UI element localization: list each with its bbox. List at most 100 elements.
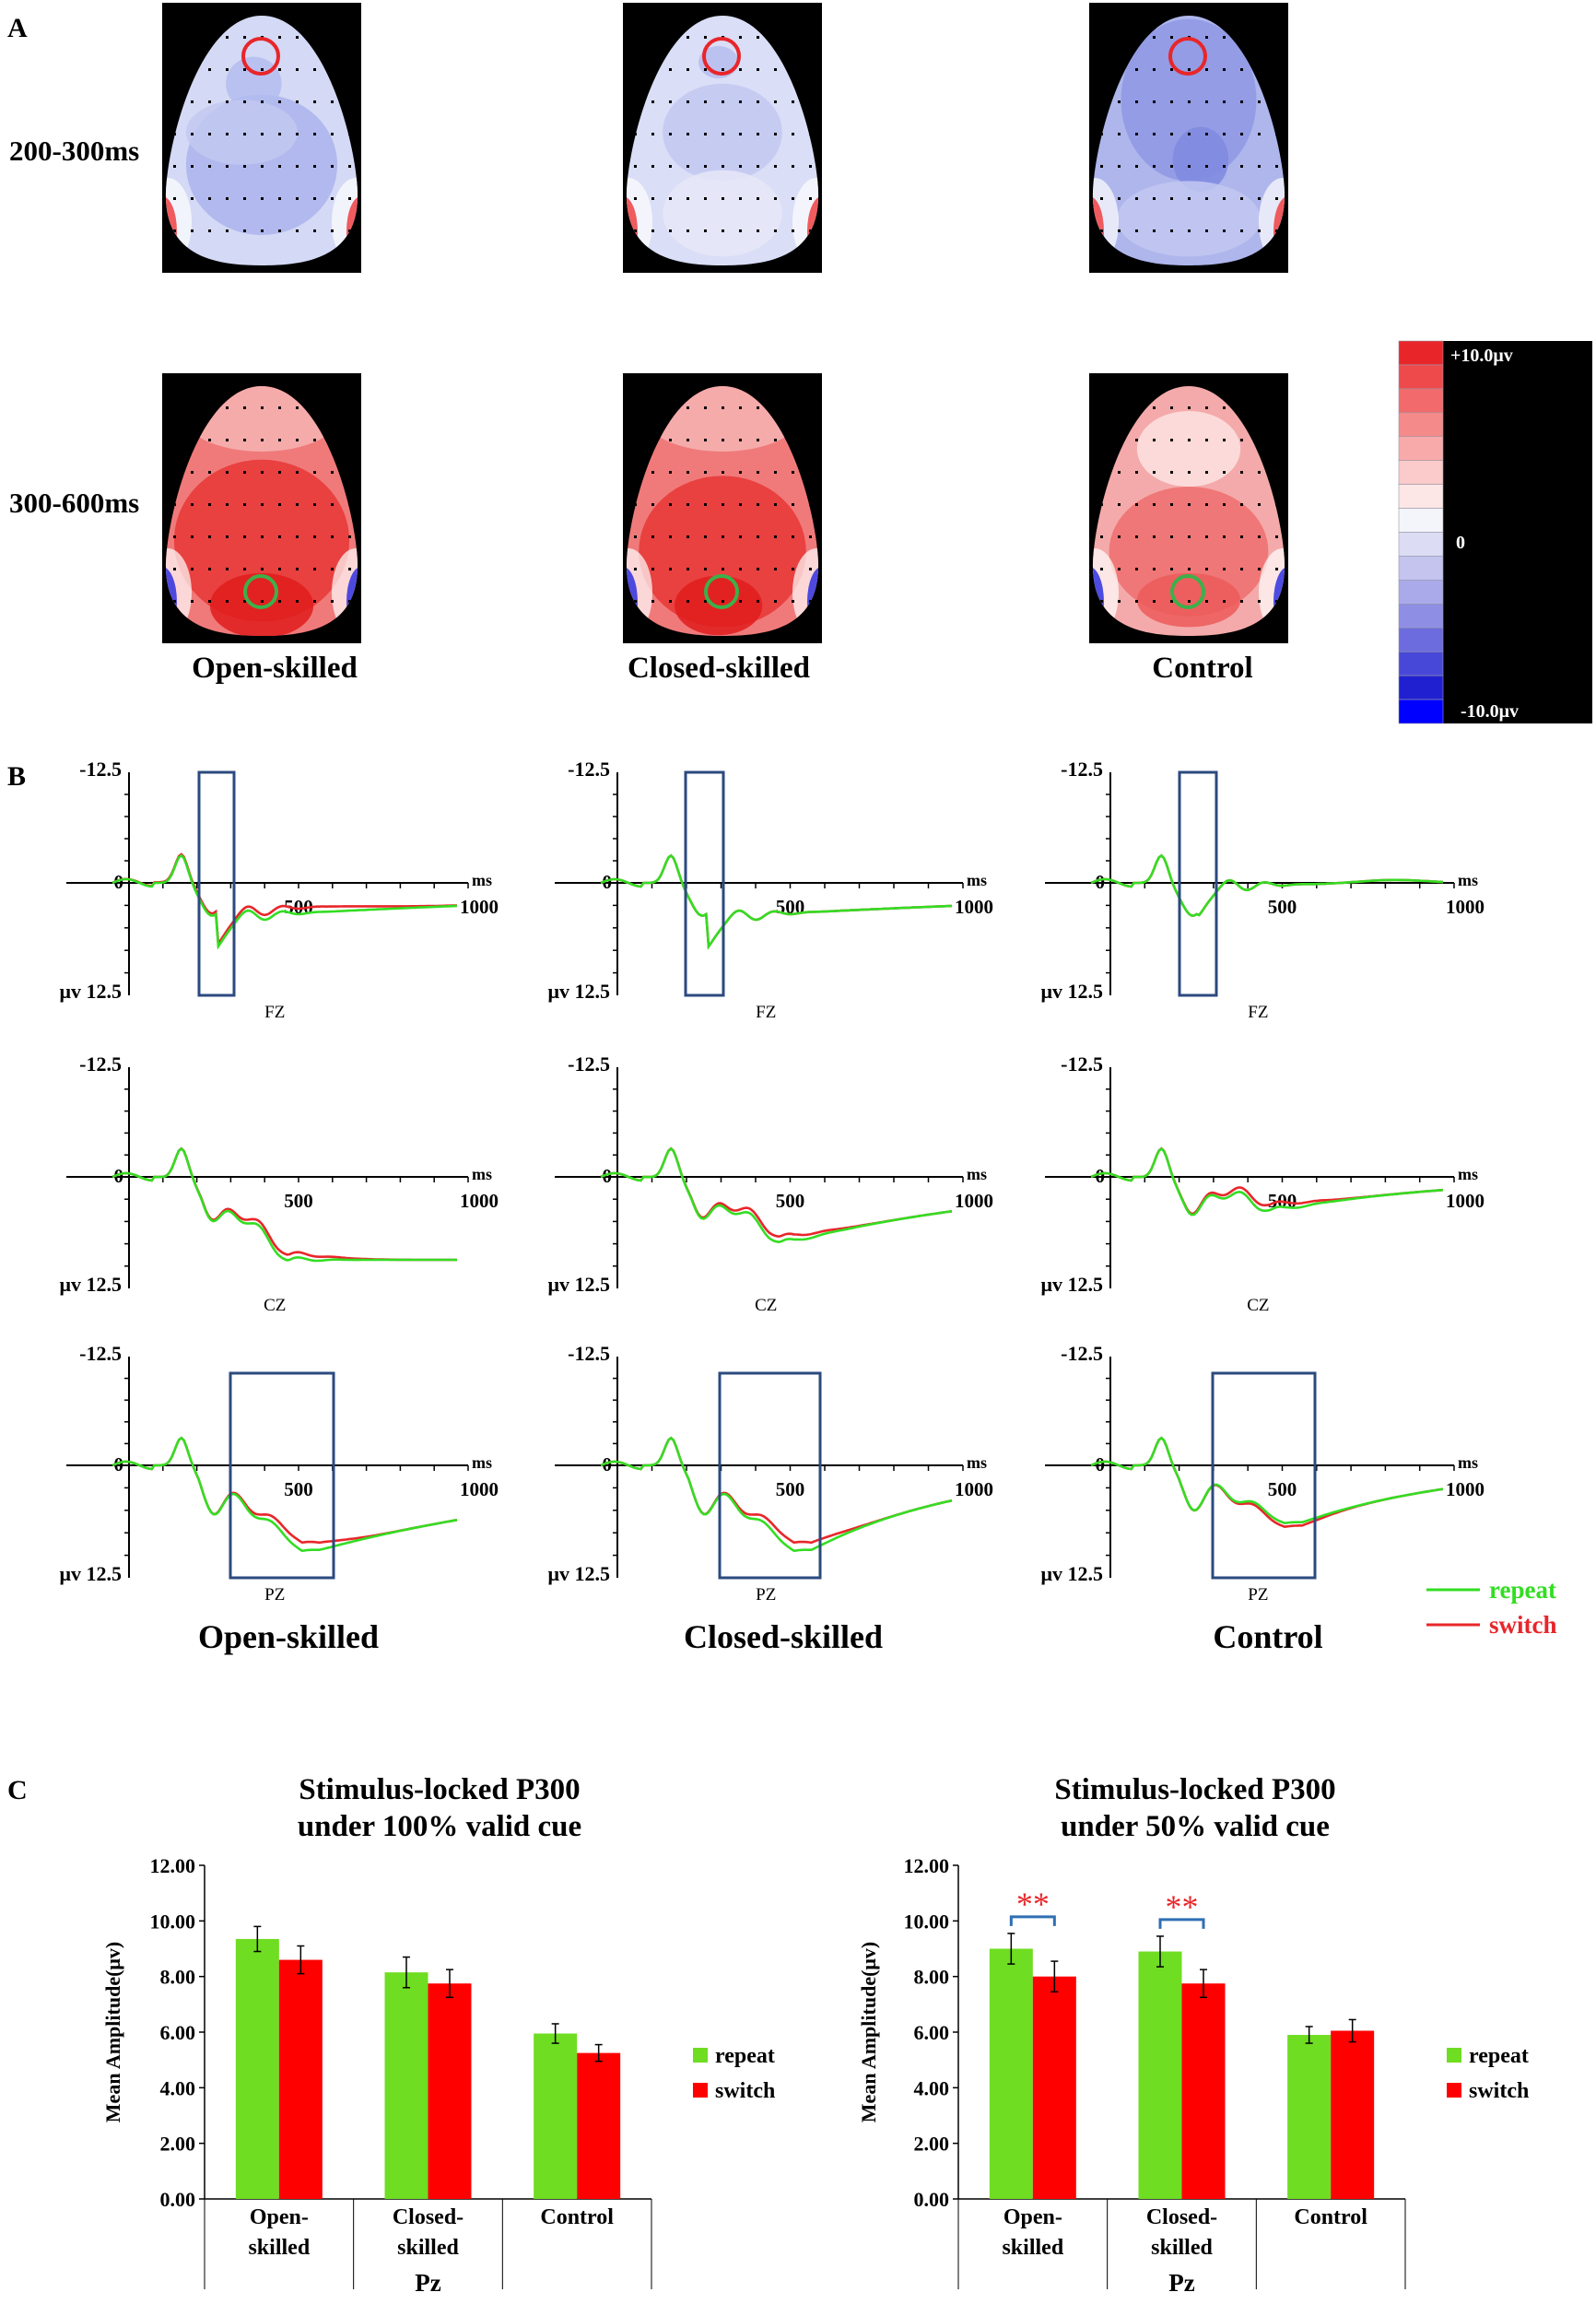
electrode-dot xyxy=(313,600,316,603)
erp-repeat-waveform xyxy=(111,1436,458,1553)
electrode-dot xyxy=(792,471,794,474)
electrode-dot xyxy=(687,165,689,168)
electrode-dot xyxy=(1153,133,1156,135)
electrode-dot xyxy=(173,165,176,168)
electrode-dot xyxy=(296,471,299,474)
electrode-dot xyxy=(739,133,742,135)
electrode-dot xyxy=(739,165,742,168)
erp-zero-label: 0 xyxy=(114,1165,124,1187)
electrode-dot xyxy=(792,197,794,200)
electrode-dot xyxy=(226,165,229,168)
erp-x-unit: ms xyxy=(967,1165,987,1183)
electrode-dot xyxy=(296,165,299,168)
electrode-dot xyxy=(1170,68,1173,71)
electrode-dot xyxy=(669,471,672,474)
erp-analysis-window xyxy=(684,770,725,997)
electrode-dot xyxy=(191,503,194,506)
electrode-dot xyxy=(313,165,316,168)
electrode-dot xyxy=(669,68,672,71)
colorbar-cell xyxy=(1398,340,1444,366)
electrode-dot xyxy=(296,535,299,538)
erp-y-bottom-label: μv 12.5 xyxy=(1041,1562,1103,1585)
erp-repeat-waveform xyxy=(600,853,953,950)
electrode-dot xyxy=(173,535,176,538)
erp-legend: repeat switch xyxy=(1426,1576,1557,1639)
bar-repeat xyxy=(235,1938,279,2199)
bar-charts: Stimulus-locked P300 under 100% valid cue… xyxy=(101,1773,1529,2297)
electrode-dot xyxy=(313,535,316,538)
electrode-dot xyxy=(1188,535,1191,538)
electrode-dot xyxy=(1223,503,1226,506)
electrode-dot xyxy=(1258,197,1261,200)
electrode-dot xyxy=(722,535,724,538)
erp-repeat-waveform xyxy=(600,1436,953,1553)
electrode-dot xyxy=(1153,471,1156,474)
electrode-dot xyxy=(261,471,264,474)
window-label-early: 200-300ms xyxy=(9,135,139,167)
electrode-dot xyxy=(669,197,672,200)
erp-zero-label: 0 xyxy=(1096,871,1106,893)
electrode-dot xyxy=(1153,503,1156,506)
electrode-dot xyxy=(722,133,724,135)
electrode-dot xyxy=(296,68,299,71)
bar-y-tick-label: 6.00 xyxy=(914,2021,950,2044)
electrode-dot xyxy=(1188,197,1191,200)
erp-y-bottom-label: μv 12.5 xyxy=(60,1273,122,1296)
erp-x-unit: ms xyxy=(472,871,492,889)
electrode-dot xyxy=(1205,165,1208,168)
electrode-dot xyxy=(296,406,299,409)
electrode-dot xyxy=(774,503,777,506)
erp-y-top-label: -12.5 xyxy=(79,1342,122,1365)
electrode-dot xyxy=(1205,471,1208,474)
electrode-dot xyxy=(1118,165,1121,168)
electrode-dot xyxy=(634,197,637,200)
colorbar-cell xyxy=(1398,364,1444,390)
electrode-dot xyxy=(1240,197,1243,200)
erp-electrode-label: FZ xyxy=(264,1003,285,1022)
electrode-dot xyxy=(208,568,211,570)
electrode-dot xyxy=(739,406,742,409)
electrode-dot xyxy=(739,197,742,200)
bar-repeat xyxy=(989,1948,1033,2199)
electrode-dot xyxy=(1258,165,1261,168)
electrode-dot xyxy=(1153,406,1156,409)
erp-y-bottom-label: μv 12.5 xyxy=(548,980,610,1003)
electrode-dot xyxy=(1118,568,1121,570)
erp-x-tick-label: 500 xyxy=(1268,1478,1297,1500)
colorbar-zero-label: 0 xyxy=(1456,533,1465,553)
electrode-dot xyxy=(1118,471,1121,474)
erp-group-label-control: Control xyxy=(1213,1618,1322,1655)
electrode-dot xyxy=(1135,471,1138,474)
erp-x-tick-label: 1000 xyxy=(955,1190,993,1212)
erp-x-tick-label: 1000 xyxy=(1446,896,1485,918)
electrode-dot xyxy=(651,229,654,232)
electrode-dot xyxy=(331,229,334,232)
electrode-dot xyxy=(1275,535,1278,538)
electrode-dot xyxy=(348,165,351,168)
electrode-dot xyxy=(208,197,211,200)
bar-chart-title: under 100% valid cue xyxy=(298,1810,581,1843)
bar-y-tick-label: 12.00 xyxy=(904,1854,950,1877)
electrode-dot xyxy=(1170,503,1173,506)
bar-chart-title: Stimulus-locked P300 xyxy=(299,1773,580,1806)
erp-zero-label: 0 xyxy=(1096,1165,1106,1187)
electrode-dot xyxy=(1135,600,1138,603)
scalp-region xyxy=(226,56,282,112)
erp-zero-label: 0 xyxy=(603,871,613,893)
bar-chart: Stimulus-locked P300 under 50% valid cue 0… xyxy=(857,1773,1529,2297)
electrode-dot xyxy=(722,600,724,603)
bar-y-tick-label: 2.00 xyxy=(160,2133,196,2156)
electrode-dot xyxy=(774,229,777,232)
electrode-dot xyxy=(1258,568,1261,570)
electrode-dot xyxy=(1118,197,1121,200)
bar-y-tick-label: 10.00 xyxy=(904,1910,950,1933)
electrode-dot xyxy=(687,600,689,603)
bar-repeat xyxy=(1138,1951,1182,2199)
electrode-dot xyxy=(191,600,194,603)
bar-switch xyxy=(278,1959,323,2199)
erp-electrode-label: CZ xyxy=(755,1296,777,1315)
electrode-dot xyxy=(191,133,194,135)
electrode-dot xyxy=(1240,229,1243,232)
electrode-dot xyxy=(331,133,334,135)
bar-category-label: Control xyxy=(1294,2205,1367,2229)
